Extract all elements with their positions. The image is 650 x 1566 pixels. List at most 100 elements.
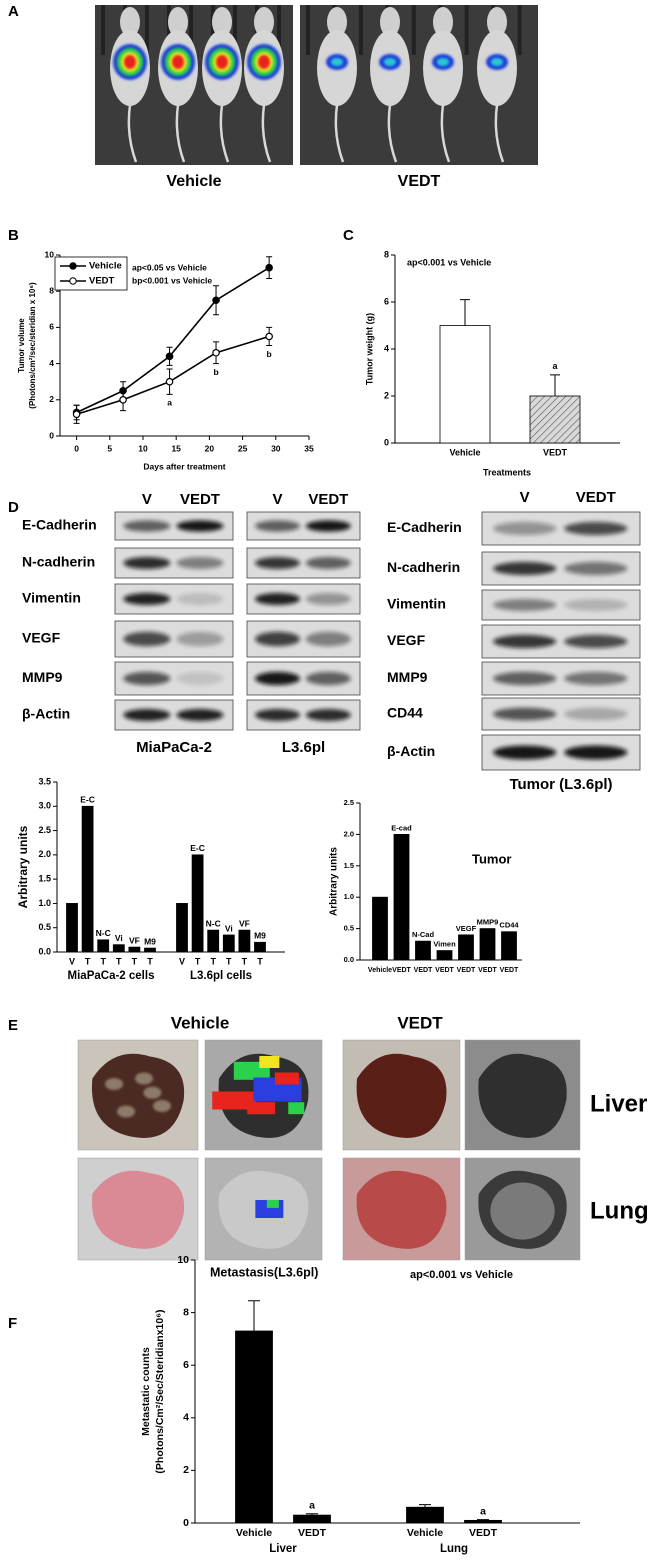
mouse-tail bbox=[387, 104, 398, 163]
bar bbox=[222, 934, 235, 953]
y-tick-label: 0 bbox=[49, 430, 54, 440]
x-axis-label: Days after treatment bbox=[143, 461, 225, 471]
heat-signal bbox=[259, 1056, 280, 1068]
blot-band bbox=[564, 745, 628, 760]
mouse-head bbox=[487, 7, 507, 37]
bar bbox=[372, 896, 388, 961]
blot-row-label: MMP9 bbox=[22, 669, 63, 685]
organ-inner bbox=[490, 1182, 555, 1240]
blot-band bbox=[176, 709, 224, 721]
nodule bbox=[105, 1078, 123, 1090]
blot-band bbox=[493, 599, 557, 611]
panel-label: B bbox=[8, 227, 19, 244]
bar bbox=[406, 1506, 444, 1524]
x-tick-label: T bbox=[147, 956, 153, 966]
x-tick-label: VEDT bbox=[500, 967, 519, 974]
x-tick-label: 20 bbox=[205, 443, 215, 453]
blot-band bbox=[305, 631, 351, 647]
panel-label: D bbox=[8, 499, 19, 516]
y-tick-label: 2 bbox=[183, 1464, 189, 1476]
mouse-tail bbox=[440, 104, 451, 163]
y-axis-label: (Photons/Cm²/Sec/Steridianx10⁶) bbox=[154, 1309, 166, 1473]
panel-label: E bbox=[8, 1017, 18, 1034]
mouse-head bbox=[433, 7, 453, 37]
organ-photo bbox=[464, 1157, 581, 1261]
group-label: Lung bbox=[440, 1543, 468, 1555]
y-tick-label: 2 bbox=[384, 390, 389, 400]
x-tick-label: Vehicle bbox=[236, 1527, 272, 1539]
y-axis-label: Tumor volume bbox=[17, 318, 26, 373]
error-bar bbox=[460, 299, 470, 326]
x-tick-label: T bbox=[195, 956, 201, 966]
bar bbox=[128, 946, 141, 953]
y-tick-label: 4 bbox=[49, 358, 54, 368]
x-tick-label: Vehicle bbox=[407, 1527, 443, 1539]
organ bbox=[356, 1170, 447, 1249]
blot-band bbox=[564, 707, 628, 721]
x-tick-label: 0 bbox=[74, 443, 79, 453]
blot-band bbox=[176, 520, 224, 532]
x-tick-label: T bbox=[116, 956, 122, 966]
x-tick-label: VEDT bbox=[478, 967, 497, 974]
blot-band bbox=[176, 593, 224, 605]
y-axis-label: Arbitrary units bbox=[329, 847, 340, 916]
annotation: b bbox=[213, 367, 218, 377]
bar bbox=[501, 931, 517, 961]
nodule bbox=[143, 1086, 162, 1099]
nodule bbox=[117, 1105, 135, 1118]
x-tick-label: VEDT bbox=[543, 447, 568, 457]
bar bbox=[439, 325, 491, 444]
y-tick-label: 2 bbox=[49, 394, 54, 404]
x-tick-label: 25 bbox=[238, 443, 248, 453]
bar-label: E-cad bbox=[391, 823, 412, 832]
blot-header: V bbox=[273, 491, 283, 508]
bar bbox=[66, 903, 78, 953]
blot-header: V bbox=[520, 489, 530, 506]
blot-band bbox=[493, 521, 557, 536]
mouse-head bbox=[327, 7, 347, 37]
row-label: Liver bbox=[590, 1090, 647, 1117]
annotation: a bbox=[480, 1505, 486, 1517]
error-bar bbox=[248, 1300, 260, 1332]
x-tick-label: T bbox=[100, 956, 106, 966]
blot-band bbox=[254, 593, 301, 605]
blot-header: V bbox=[142, 491, 152, 508]
y-tick-label: 0.0 bbox=[38, 946, 51, 956]
bar bbox=[393, 834, 410, 961]
x-tick-label: 35 bbox=[304, 443, 314, 453]
blot-band bbox=[176, 557, 224, 569]
x-tick-label: VEDT bbox=[469, 1527, 498, 1539]
annotation: a bbox=[167, 398, 172, 408]
y-tick-label: 0 bbox=[183, 1517, 189, 1529]
bar-label: Vimen bbox=[433, 940, 456, 949]
bar-label: VF bbox=[129, 935, 140, 945]
blot-band bbox=[564, 671, 628, 686]
chart-title: Metastasis(L3.6pl) bbox=[210, 1265, 318, 1279]
marker bbox=[265, 263, 273, 272]
blot-header: VEDT bbox=[308, 491, 348, 508]
organ-photo bbox=[204, 1039, 323, 1151]
mouse-tail bbox=[175, 104, 186, 163]
mouse-head bbox=[380, 7, 400, 37]
bar bbox=[112, 944, 125, 953]
x-tick-label: 30 bbox=[271, 443, 281, 453]
bar bbox=[97, 939, 110, 953]
error-bar bbox=[306, 1513, 318, 1516]
y-tick-label: 4 bbox=[384, 343, 389, 353]
blot-caption: L3.6pl bbox=[282, 739, 325, 756]
blot-header: VEDT bbox=[180, 491, 220, 508]
heat-signal bbox=[212, 1091, 257, 1110]
bar-label: E-C bbox=[190, 843, 205, 853]
blot-row-label: CD44 bbox=[387, 705, 423, 721]
blot-band bbox=[123, 557, 171, 569]
blot-row-label: E-Cadherin bbox=[22, 517, 97, 533]
blot-band bbox=[123, 709, 171, 721]
error-bar bbox=[550, 374, 560, 396]
blot-band bbox=[305, 520, 351, 532]
heat-signal bbox=[437, 58, 449, 66]
blot-band bbox=[254, 557, 301, 569]
heat-signal bbox=[491, 58, 503, 66]
y-axis-label: Metastatic counts bbox=[140, 1347, 152, 1436]
blot-row-label: Vimentin bbox=[387, 596, 446, 612]
